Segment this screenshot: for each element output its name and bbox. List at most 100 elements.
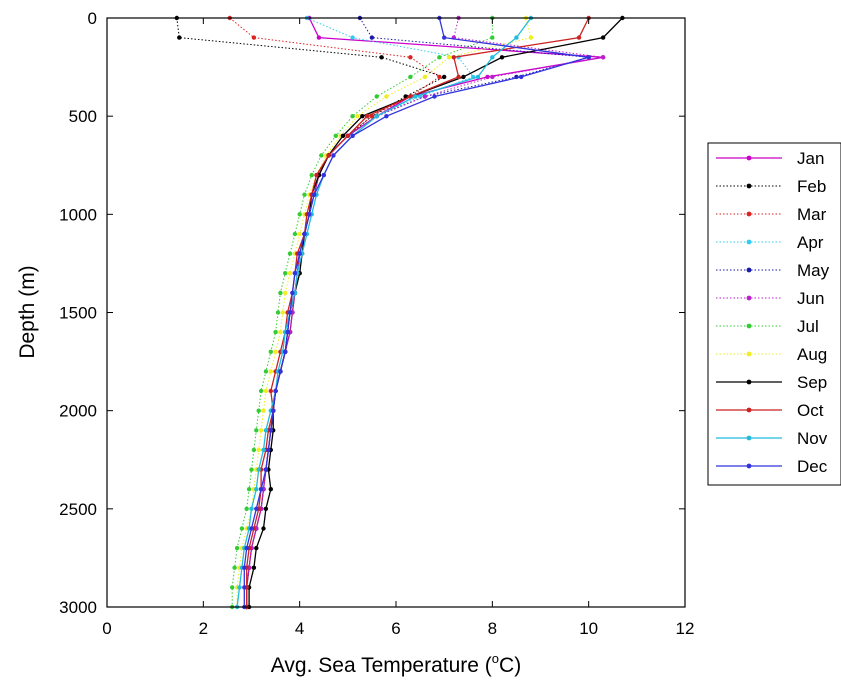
data-point-jul-17 — [268, 349, 273, 354]
series-line-jun — [246, 17, 604, 607]
data-point-dec-2 — [586, 55, 591, 60]
data-point-dec-17 — [283, 349, 288, 354]
legend-label-oct: Oct — [797, 401, 824, 420]
data-point-feb-3 — [442, 74, 447, 80]
data-point-may-1 — [369, 35, 375, 40]
x-tick-label-2: 2 — [199, 619, 208, 638]
data-point-dec-7 — [331, 153, 336, 158]
data-point-dec-3 — [519, 74, 524, 80]
y-tick-label-500: 500 — [69, 107, 97, 126]
legend-marker-sep — [746, 379, 752, 385]
data-point-nov-29 — [237, 585, 242, 590]
legend-marker-dec — [746, 463, 752, 469]
data-point-aug-15 — [280, 310, 285, 315]
data-point-nov-21 — [263, 428, 269, 433]
legend-label-nov: Nov — [797, 429, 828, 448]
legend-marker-jan — [746, 155, 752, 161]
data-point-oct-2 — [451, 55, 456, 60]
data-point-jul-29 — [230, 585, 235, 590]
data-point-jan-1 — [316, 35, 322, 40]
data-point-aug-4 — [384, 94, 389, 99]
legend-item-feb: Feb — [716, 177, 826, 196]
legend-item-mar: Mar — [716, 205, 827, 224]
data-point-aug-2 — [446, 55, 452, 60]
data-point-aug-16 — [278, 329, 283, 335]
legend-label-feb: Feb — [797, 177, 826, 196]
legend-marker-mar — [746, 211, 752, 217]
data-point-jun-3 — [490, 74, 495, 80]
data-point-oct-4 — [408, 94, 413, 99]
data-point-apr-1 — [350, 35, 355, 40]
data-point-dec-13 — [292, 271, 298, 276]
data-point-sep-6 — [340, 133, 346, 138]
data-point-mar-2 — [408, 55, 413, 60]
series-line-mar — [229, 17, 441, 607]
data-point-sep-27 — [254, 545, 259, 551]
data-point-nov-22 — [261, 447, 266, 453]
data-point-oct-6 — [345, 133, 350, 138]
data-point-jul-22 — [251, 447, 257, 453]
data-point-oct-19 — [268, 388, 273, 394]
data-point-jul-28 — [232, 565, 237, 570]
legend-label-sep: Sep — [797, 373, 827, 392]
data-point-jul-27 — [234, 545, 240, 551]
data-point-aug-18 — [268, 369, 273, 374]
data-point-dec-5 — [384, 114, 389, 119]
y-tick-label-1000: 1000 — [59, 205, 97, 224]
data-point-sep-26 — [261, 526, 266, 531]
data-point-aug-19 — [263, 388, 269, 394]
legend-label-dec: Dec — [797, 457, 828, 476]
data-point-jul-23 — [249, 467, 254, 472]
legend-items: Jan Feb Mar Apr May Jun Jul Aug Sep Oct Nov Dec — [716, 149, 830, 476]
data-point-nov-1 — [514, 35, 519, 40]
legend-label-aug: Aug — [797, 345, 827, 364]
data-point-sep-25 — [263, 506, 269, 511]
legend-box — [707, 142, 841, 486]
data-point-jul-19 — [258, 388, 264, 394]
series-oct — [244, 15, 591, 610]
series-line-oct — [246, 17, 590, 607]
legend-item-sep: Sep — [716, 373, 827, 392]
data-point-jul-7 — [319, 153, 324, 158]
data-point-oct-8 — [314, 172, 319, 178]
data-point-jul-21 — [254, 428, 259, 433]
data-point-sep-5 — [360, 114, 365, 119]
x-tick-label-12: 12 — [676, 619, 695, 638]
data-point-jul-4 — [374, 94, 379, 99]
series-jun — [244, 15, 606, 610]
series-sep — [246, 15, 625, 610]
data-point-jul-20 — [256, 408, 261, 413]
series-mar — [227, 15, 442, 610]
data-point-jul-15 — [275, 310, 281, 315]
legend-label-mar: Mar — [797, 205, 827, 224]
data-point-nov-4 — [413, 94, 418, 99]
data-point-nov-2 — [490, 55, 495, 60]
y-tick-label-3000: 3000 — [59, 598, 97, 617]
data-point-nov-25 — [249, 506, 254, 511]
series-line-sep — [248, 17, 623, 607]
data-point-jul-5 — [350, 114, 355, 119]
legend-marker-apr — [746, 239, 752, 245]
data-point-nov-3 — [475, 74, 481, 80]
legend-marker-oct — [746, 407, 752, 413]
data-point-sep-3 — [461, 74, 466, 80]
data-point-jul-10 — [297, 212, 302, 217]
data-point-dec-9 — [311, 192, 317, 197]
series-dec — [242, 15, 591, 610]
y-axis-title: Depth (m) — [16, 265, 39, 358]
data-point-aug-5 — [355, 114, 360, 119]
ticks-layer: 0 2 4 6 8 10 12 0 500 1000 1500 2000 2500 3000 — [59, 9, 694, 638]
legend-marker-aug — [746, 351, 752, 357]
data-point-dec-18 — [278, 369, 283, 374]
x-axis-title: Avg. Sea Temperature (oC) — [271, 651, 521, 677]
data-point-oct-3 — [456, 74, 461, 80]
data-point-sep-28 — [251, 565, 257, 570]
legend-marker-nov — [746, 435, 752, 441]
legend-item-nov: Nov — [716, 429, 828, 448]
legend-marker-jun — [746, 295, 752, 301]
data-point-mar-3 — [437, 74, 442, 80]
data-point-dec-22 — [266, 447, 271, 453]
x-axis-title-unit: C — [499, 654, 514, 677]
data-point-feb-1 — [177, 35, 182, 40]
